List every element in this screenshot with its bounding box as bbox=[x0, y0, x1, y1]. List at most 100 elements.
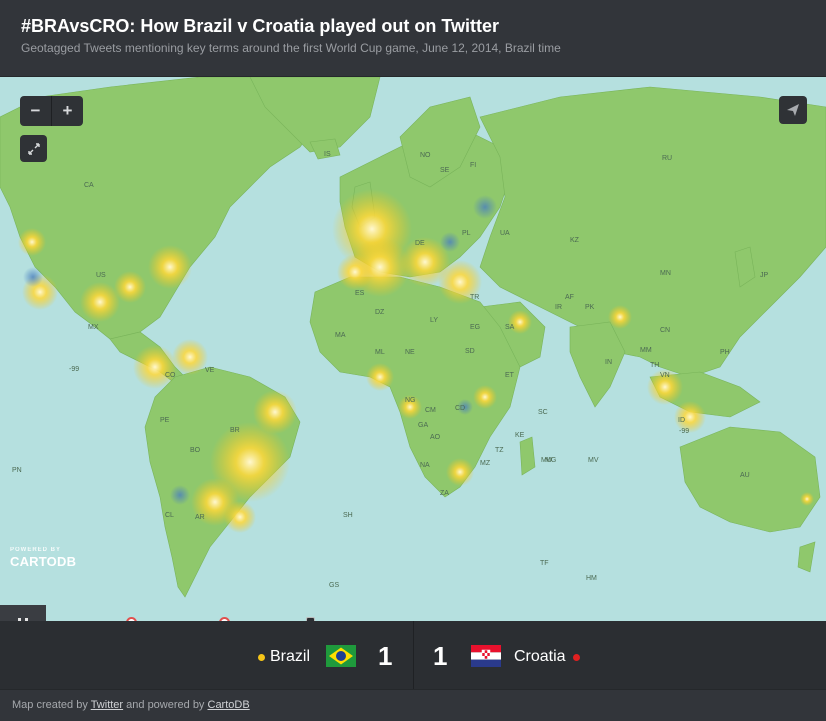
tweet-cluster bbox=[674, 401, 706, 433]
tweet-cluster-croatia bbox=[23, 267, 43, 287]
tweet-cluster bbox=[253, 390, 297, 434]
country-label: VE bbox=[205, 367, 215, 374]
country-label: TR bbox=[470, 294, 479, 301]
country-label: SH bbox=[343, 512, 353, 519]
country-label: LY bbox=[430, 317, 438, 324]
attribution: Map created by Twitter and powered by Ca… bbox=[12, 699, 250, 711]
country-label: -99 bbox=[69, 366, 79, 373]
country-label: ES bbox=[355, 290, 365, 297]
country-label: TH bbox=[650, 362, 659, 369]
country-label: US bbox=[96, 272, 106, 279]
attribution-prefix: Map created by bbox=[12, 699, 88, 711]
country-label: CN bbox=[660, 327, 670, 334]
brazil-flag-icon bbox=[326, 645, 356, 667]
country-label: IR bbox=[555, 304, 562, 311]
country-label: PK bbox=[585, 304, 595, 311]
country-label: VN bbox=[660, 372, 670, 379]
country-label: NO bbox=[420, 152, 431, 159]
country-label: TZ bbox=[495, 447, 504, 454]
country-label: DZ bbox=[375, 309, 385, 316]
country-label: ML bbox=[375, 349, 385, 356]
tweet-cluster bbox=[647, 369, 683, 405]
tweet-cluster-croatia bbox=[473, 195, 497, 219]
tweet-cluster bbox=[18, 228, 46, 256]
country-label: ET bbox=[505, 372, 515, 379]
country-label: MZ bbox=[480, 460, 491, 467]
tweet-cluster-croatia bbox=[170, 485, 190, 505]
watermark-small: POWERED BY bbox=[10, 547, 62, 553]
country-label: NG bbox=[405, 397, 416, 404]
asia-shape bbox=[479, 86, 826, 378]
country-label: PE bbox=[160, 417, 170, 424]
zoom-in-button[interactable]: + bbox=[62, 101, 73, 120]
cartodb-watermark: POWERED BY CARTODB bbox=[10, 547, 76, 569]
expand-icon bbox=[27, 142, 40, 155]
paper-plane-icon bbox=[787, 104, 799, 116]
cartodb-link[interactable]: CartoDB bbox=[207, 699, 250, 711]
footer: Map created by Twitter and powered by Ca… bbox=[0, 689, 826, 721]
country-label: MX bbox=[88, 324, 99, 331]
country-label: CM bbox=[425, 407, 436, 414]
tweet-cluster bbox=[398, 395, 422, 419]
country-label: EG bbox=[470, 324, 480, 331]
header: #BRAvsCRO: How Brazil v Croatia played o… bbox=[0, 0, 826, 77]
country-label: RU bbox=[662, 155, 672, 162]
country-label: UA bbox=[500, 230, 510, 237]
country-label: AO bbox=[430, 434, 441, 441]
home-team-name: Brazil bbox=[270, 648, 311, 665]
country-label: GA bbox=[418, 422, 428, 429]
tweet-cluster bbox=[337, 254, 373, 290]
croatia-dot bbox=[573, 654, 580, 661]
country-label: ID bbox=[678, 417, 685, 424]
map-canvas: CA US MX BR AR IS RU KZ CN IN AU DZ LY EG SD NE ML SA IR MN… bbox=[0, 77, 826, 598]
tweet-cluster bbox=[446, 458, 474, 486]
away-score: 1 bbox=[433, 641, 448, 671]
country-label: IN bbox=[605, 359, 612, 366]
iceland-shape bbox=[309, 138, 341, 160]
country-label: PN bbox=[12, 467, 22, 474]
page-subtitle: Geotagged Tweets mentioning key terms ar… bbox=[21, 41, 561, 55]
tweet-cluster bbox=[133, 345, 177, 389]
tweet-cluster bbox=[438, 260, 482, 304]
fullscreen-button[interactable] bbox=[20, 135, 47, 162]
country-label: NE bbox=[405, 349, 415, 356]
country-label: CL bbox=[165, 512, 174, 519]
zoom-out-button[interactable]: − bbox=[30, 101, 41, 120]
country-label: KE bbox=[515, 432, 525, 439]
country-label: GS bbox=[329, 582, 339, 589]
country-label: -99 bbox=[679, 428, 689, 435]
twitter-link[interactable]: Twitter bbox=[90, 699, 124, 711]
new-zealand-shape bbox=[797, 541, 816, 573]
tweet-cluster bbox=[508, 310, 532, 334]
country-label: BR bbox=[230, 427, 240, 434]
scandinavia-shape bbox=[399, 96, 481, 188]
share-button[interactable] bbox=[779, 96, 807, 124]
country-label: MG bbox=[545, 457, 556, 464]
score-divider bbox=[413, 621, 414, 689]
country-label: TF bbox=[540, 560, 549, 567]
tweet-cluster bbox=[800, 492, 814, 506]
country-label: PL bbox=[462, 230, 471, 237]
home-score: 1 bbox=[378, 641, 393, 671]
tweet-cluster bbox=[400, 237, 450, 287]
zoom-divider bbox=[51, 96, 52, 126]
tweet-cluster bbox=[114, 271, 146, 303]
country-label: MN bbox=[660, 270, 671, 277]
tweet-cluster-croatia bbox=[457, 399, 473, 415]
country-label: JP bbox=[760, 272, 769, 279]
country-label: SD bbox=[465, 348, 475, 355]
country-label: FI bbox=[470, 162, 476, 169]
world-map[interactable]: CA US MX BR AR IS RU KZ CN IN AU DZ LY EG SD NE ML SA IR MN… bbox=[0, 77, 826, 621]
tweet-cluster bbox=[608, 305, 632, 329]
country-label: CO bbox=[165, 372, 176, 379]
country-label: AU bbox=[740, 472, 750, 479]
country-label: MM bbox=[640, 347, 652, 354]
country-label: HM bbox=[586, 575, 597, 582]
tweet-cluster bbox=[224, 501, 256, 533]
attribution-middle: and powered by bbox=[126, 699, 205, 711]
japan-shape bbox=[734, 246, 756, 288]
india-shape bbox=[569, 321, 626, 408]
country-label: SA bbox=[505, 324, 515, 331]
country-label: CA bbox=[84, 182, 94, 189]
tweet-cluster bbox=[210, 422, 290, 502]
